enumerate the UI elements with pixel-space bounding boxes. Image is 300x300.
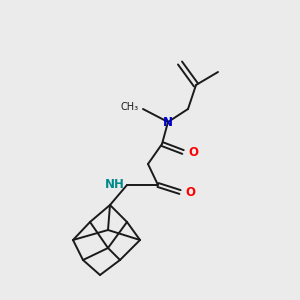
- Text: O: O: [185, 185, 195, 199]
- Text: CH₃: CH₃: [121, 102, 139, 112]
- Text: N: N: [163, 116, 173, 128]
- Text: O: O: [188, 146, 198, 158]
- Text: NH: NH: [105, 178, 125, 191]
